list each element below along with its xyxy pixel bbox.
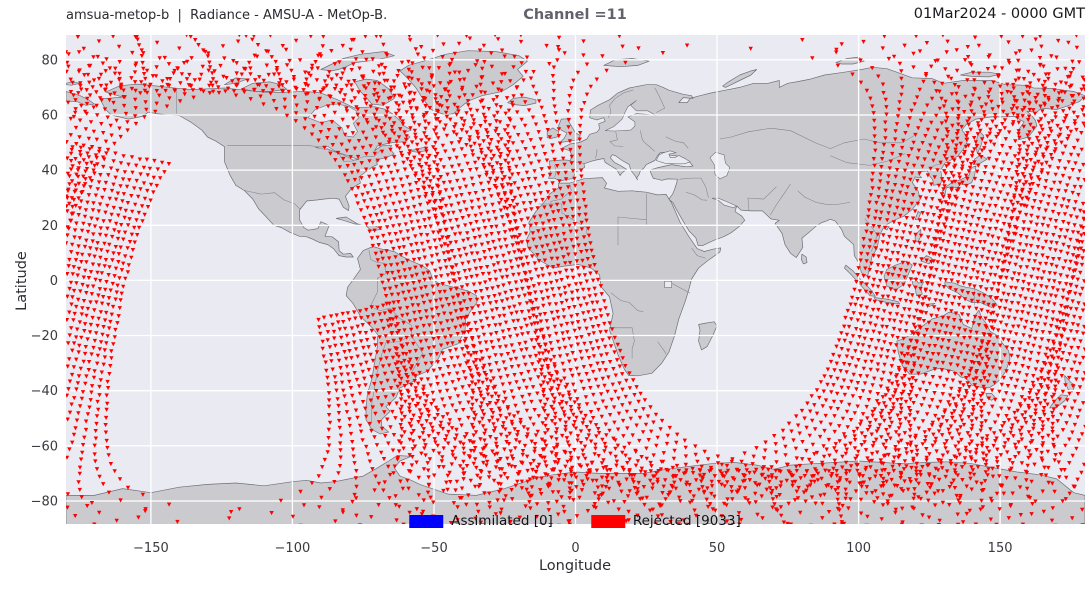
y-tick-label: 40	[41, 164, 58, 179]
x-tick-label: −50	[420, 541, 447, 556]
legend-swatch-assimilated	[409, 514, 444, 528]
legend-item-assimilated: Assimilated [0]	[409, 513, 553, 529]
grid-lines	[66, 35, 1085, 524]
y-tick-label: 60	[41, 109, 58, 124]
plot-title-date: 01Mar2024 - 0000 GMT	[913, 6, 1085, 22]
plot-title-left: amsua-metop-b | Radiance - AMSU-A - MetO…	[66, 8, 388, 23]
x-tick-label: −150	[133, 541, 169, 556]
x-axis-label: Longitude	[538, 558, 612, 574]
x-tick-label: 0	[571, 541, 579, 556]
legend-label-rejected: Rejected [9033]	[632, 513, 741, 529]
y-tick-label: 20	[41, 219, 58, 234]
rejected-observation-points	[66, 35, 1085, 524]
legend-label-assimilated: Assimilated [0]	[451, 513, 553, 529]
x-tick-label: −100	[275, 541, 311, 556]
y-axis-label: Latitude	[14, 251, 30, 311]
x-tick-label: 150	[988, 541, 1013, 556]
x-tick-label: 50	[709, 541, 726, 556]
y-tick-label: −80	[31, 495, 58, 510]
plot-title-channel: Channel =11	[523, 7, 627, 23]
y-tick-label: −60	[31, 439, 58, 454]
x-tick-label: 100	[846, 541, 871, 556]
country-borders	[176, 87, 975, 423]
y-tick-label: −40	[31, 384, 58, 399]
y-tick-label: −20	[31, 329, 58, 344]
legend: Assimilated [0] Rejected [9033]	[409, 513, 741, 529]
legend-swatch-rejected	[590, 514, 625, 528]
y-tick-label: 0	[50, 274, 58, 289]
legend-item-rejected: Rejected [9033]	[590, 513, 741, 529]
lake-layer	[307, 100, 737, 288]
y-tick-label: 80	[41, 53, 58, 68]
